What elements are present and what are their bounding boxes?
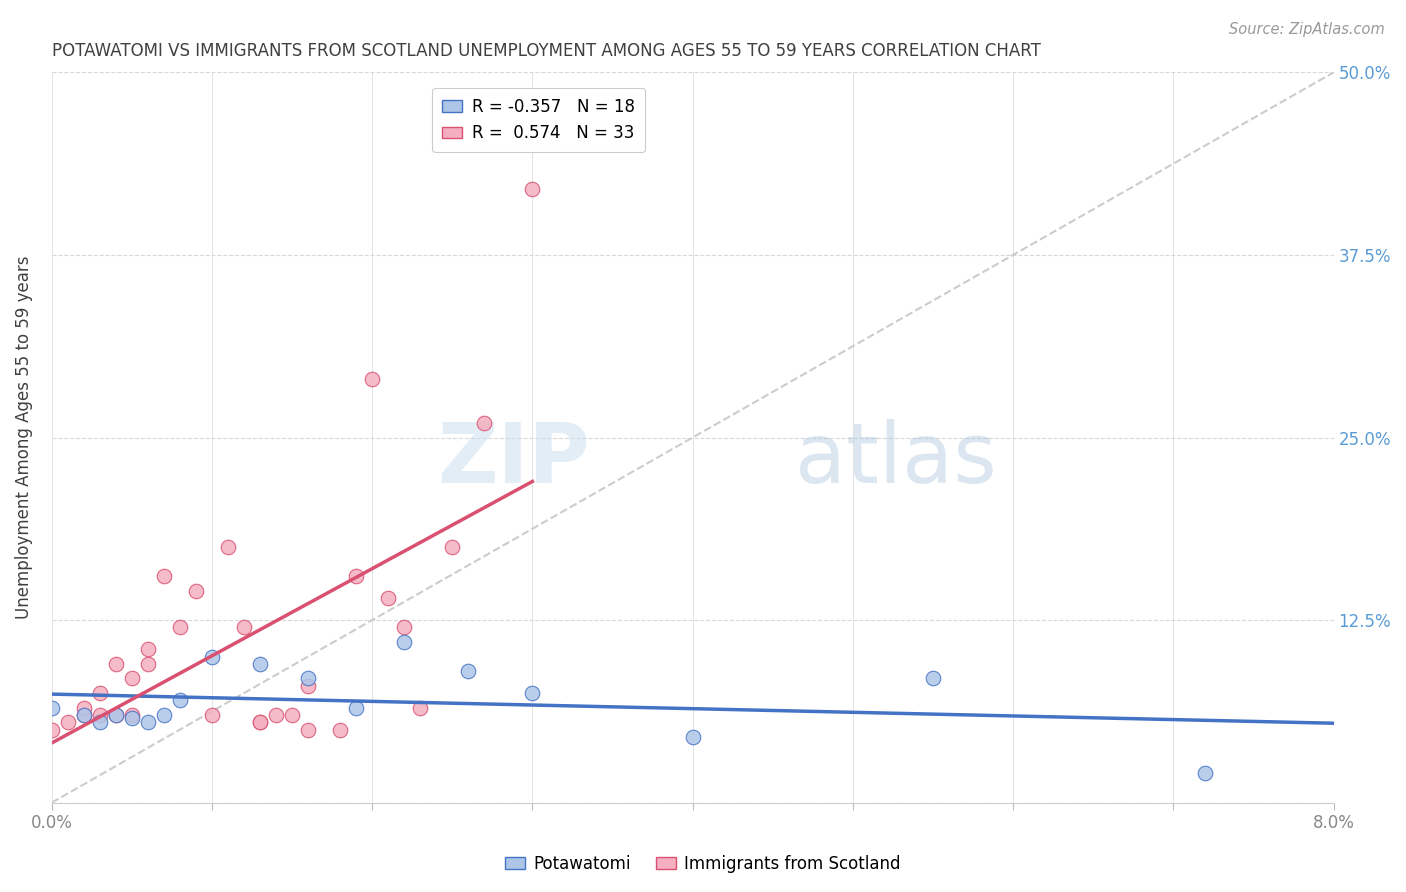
Point — [169, 620, 191, 634]
Point — [297, 672, 319, 686]
Text: Source: ZipAtlas.com: Source: ZipAtlas.com — [1229, 22, 1385, 37]
Point — [136, 642, 159, 657]
Point — [441, 540, 464, 554]
Point — [89, 715, 111, 730]
Point — [184, 583, 207, 598]
Point — [104, 708, 127, 723]
Point — [249, 715, 271, 730]
Point — [922, 672, 945, 686]
Point — [73, 708, 96, 723]
Point — [297, 679, 319, 693]
Point — [249, 657, 271, 671]
Point — [104, 657, 127, 671]
Point — [41, 723, 63, 737]
Point — [394, 635, 416, 649]
Point — [264, 708, 287, 723]
Point — [297, 723, 319, 737]
Point — [682, 730, 704, 744]
Point — [136, 715, 159, 730]
Point — [233, 620, 256, 634]
Text: ZIP: ZIP — [437, 419, 591, 500]
Point — [73, 708, 96, 723]
Y-axis label: Unemployment Among Ages 55 to 59 years: Unemployment Among Ages 55 to 59 years — [15, 256, 32, 619]
Legend: Potawatomi, Immigrants from Scotland: Potawatomi, Immigrants from Scotland — [499, 848, 907, 880]
Point — [457, 664, 479, 678]
Point — [522, 686, 544, 700]
Point — [472, 416, 495, 430]
Point — [201, 649, 224, 664]
Point — [1194, 766, 1216, 780]
Point — [522, 182, 544, 196]
Point — [153, 569, 176, 583]
Point — [89, 686, 111, 700]
Point — [89, 708, 111, 723]
Text: atlas: atlas — [796, 419, 997, 500]
Point — [121, 672, 143, 686]
Point — [121, 708, 143, 723]
Legend: R = -0.357   N = 18, R =  0.574   N = 33: R = -0.357 N = 18, R = 0.574 N = 33 — [432, 88, 645, 153]
Point — [249, 715, 271, 730]
Point — [153, 708, 176, 723]
Point — [409, 700, 432, 714]
Point — [201, 708, 224, 723]
Point — [41, 700, 63, 714]
Point — [344, 700, 367, 714]
Point — [56, 715, 79, 730]
Point — [73, 700, 96, 714]
Point — [377, 591, 399, 606]
Point — [344, 569, 367, 583]
Point — [281, 708, 304, 723]
Point — [121, 711, 143, 725]
Point — [394, 620, 416, 634]
Point — [361, 372, 384, 386]
Point — [169, 693, 191, 707]
Point — [136, 657, 159, 671]
Point — [104, 708, 127, 723]
Point — [217, 540, 239, 554]
Text: POTAWATOMI VS IMMIGRANTS FROM SCOTLAND UNEMPLOYMENT AMONG AGES 55 TO 59 YEARS CO: POTAWATOMI VS IMMIGRANTS FROM SCOTLAND U… — [52, 42, 1040, 60]
Point — [329, 723, 352, 737]
